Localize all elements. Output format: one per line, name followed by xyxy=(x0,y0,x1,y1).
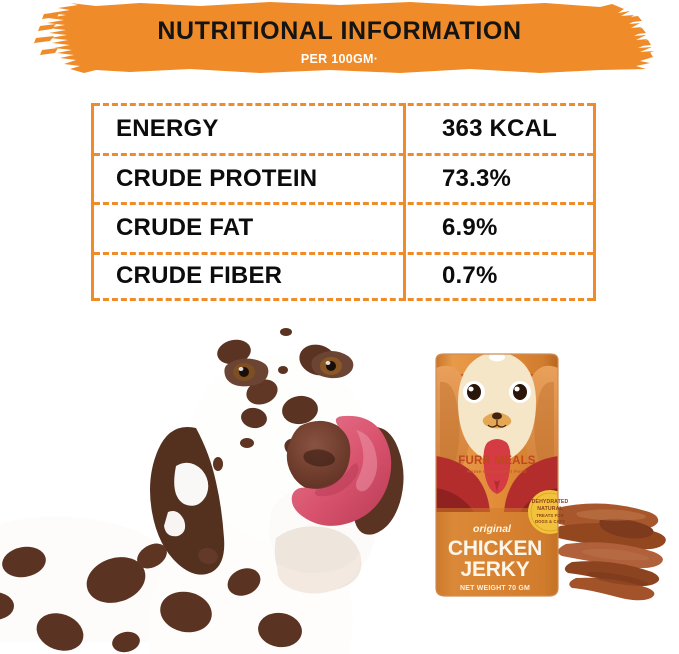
nutrient-label: CRUDE PROTEIN xyxy=(116,164,318,192)
column-divider xyxy=(403,152,406,205)
nutrient-label: ENERGY xyxy=(116,115,219,143)
dalmatian-dog-photo xyxy=(0,328,404,654)
nutrient-label: CRUDE FIBER xyxy=(116,262,283,290)
nutritional-information-banner: NUTRITIONAL INFORMATION PER 100GM· xyxy=(0,0,679,82)
table-row: CRUDE FAT 6.9% xyxy=(94,202,593,255)
chicken-jerky-strips xyxy=(548,503,666,601)
product-photo-area: FURR MEALS Home Cooked Pet Food original… xyxy=(0,312,679,654)
table-row: ENERGY 363 KCAL xyxy=(94,103,593,156)
dog-eye-left xyxy=(224,358,269,387)
nutrient-label: CRUDE FAT xyxy=(116,214,254,242)
nutrition-table: ENERGY 363 KCAL CRUDE PROTEIN 73.3% CRUD… xyxy=(91,103,596,301)
column-divider xyxy=(403,202,406,255)
dog-eye-right xyxy=(311,351,354,379)
column-divider xyxy=(403,103,406,156)
column-divider xyxy=(403,251,406,301)
dehydrated-natural-badge xyxy=(528,490,558,534)
nutrient-value: 73.3% xyxy=(442,164,512,192)
nutrient-value: 0.7% xyxy=(442,262,498,290)
nutrient-value: 363 KCAL xyxy=(442,115,557,143)
product-package xyxy=(435,352,559,597)
banner-brush-stroke-shape xyxy=(34,2,654,73)
photo-illustration xyxy=(0,328,666,654)
table-row: CRUDE PROTEIN 73.3% xyxy=(94,152,593,205)
table-row: CRUDE FIBER 0.7% xyxy=(94,251,593,301)
nutrient-value: 6.9% xyxy=(442,214,498,242)
